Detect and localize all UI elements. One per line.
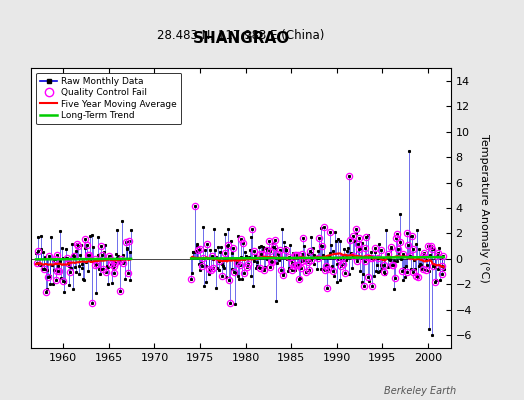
Title: SHANGRAO: SHANGRAO (192, 31, 290, 46)
Text: Berkeley Earth: Berkeley Earth (384, 386, 456, 396)
Y-axis label: Temperature Anomaly (°C): Temperature Anomaly (°C) (478, 134, 489, 282)
Text: 28.483 N, 117.983 E (China): 28.483 N, 117.983 E (China) (157, 29, 325, 42)
Legend: Raw Monthly Data, Quality Control Fail, Five Year Moving Average, Long-Term Tren: Raw Monthly Data, Quality Control Fail, … (36, 72, 181, 124)
